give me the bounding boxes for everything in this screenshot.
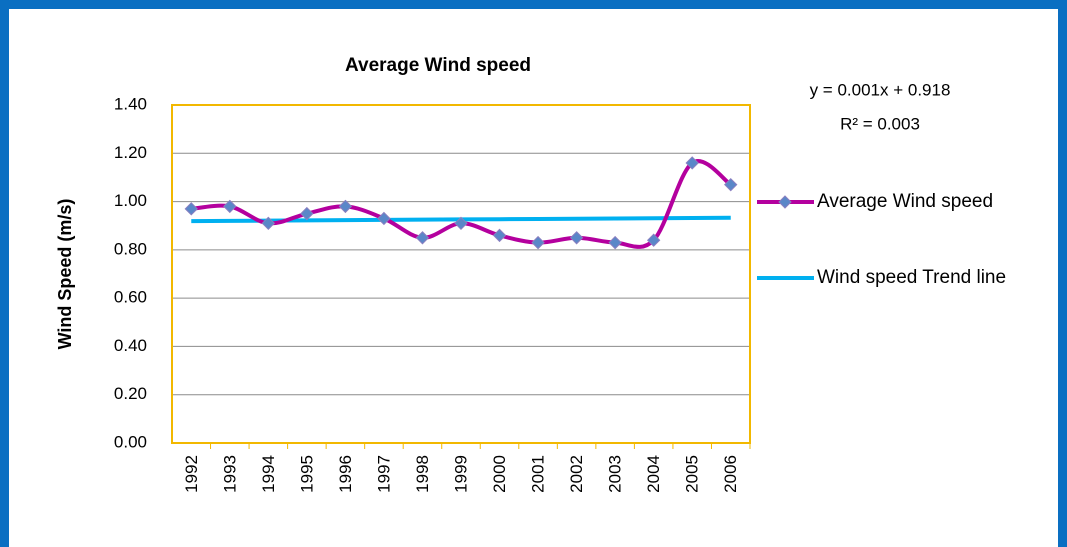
data-marker xyxy=(415,231,430,245)
data-marker xyxy=(724,177,738,192)
y-tick-label: 1.20 xyxy=(114,143,147,162)
data-marker xyxy=(569,231,584,245)
x-tick-label: 1993 xyxy=(220,455,239,493)
data-marker xyxy=(492,228,507,243)
frame-top xyxy=(0,0,1067,9)
r-squared: R² = 0.003 xyxy=(840,114,920,133)
chart-title: Average Wind speed xyxy=(345,55,531,76)
legend-label: Average Wind speed xyxy=(817,191,993,212)
y-tick-label: 0.60 xyxy=(114,288,147,307)
data-marker xyxy=(685,156,699,170)
x-tick-label: 2002 xyxy=(567,455,586,493)
data-marker xyxy=(531,235,545,250)
y-tick-label: 1.00 xyxy=(114,191,147,210)
x-tick-label: 1999 xyxy=(451,455,470,493)
x-tick-label: 2000 xyxy=(490,455,509,493)
y-tick-label: 0.00 xyxy=(114,432,147,451)
x-tick-label: 1996 xyxy=(336,455,355,493)
series-line xyxy=(191,159,732,249)
x-tick-label: 1997 xyxy=(374,455,393,493)
data-marker xyxy=(338,199,353,214)
x-tick-label: 2003 xyxy=(606,455,625,493)
legend-marker xyxy=(778,195,792,209)
legend-label: Wind speed Trend line xyxy=(817,267,1006,288)
frame-right xyxy=(1058,0,1067,547)
data-marker xyxy=(300,206,314,221)
x-tick-label: 1994 xyxy=(259,455,278,493)
x-tick-label: 2006 xyxy=(721,455,740,493)
data-marker xyxy=(454,216,468,231)
x-tick-label: 1998 xyxy=(413,455,432,493)
frame-left xyxy=(0,0,9,547)
x-tick-label: 2004 xyxy=(644,455,663,493)
y-tick-label: 0.40 xyxy=(114,336,147,355)
x-tick-label: 2005 xyxy=(683,455,702,493)
x-tick-label: 2001 xyxy=(529,455,548,493)
data-marker xyxy=(261,216,276,231)
data-marker xyxy=(608,235,622,250)
y-tick-label: 1.40 xyxy=(114,94,147,113)
y-axis-label: Wind Speed (m/s) xyxy=(55,199,75,350)
trend-equation: y = 0.001x + 0.918 xyxy=(810,80,951,99)
y-tick-label: 0.20 xyxy=(114,384,147,403)
data-marker xyxy=(184,202,198,216)
data-marker xyxy=(646,233,661,247)
x-tick-label: 1992 xyxy=(182,455,201,493)
data-marker xyxy=(223,199,237,214)
x-tick-label: 1995 xyxy=(297,455,316,493)
plot-border xyxy=(171,104,751,444)
data-marker xyxy=(377,211,391,226)
y-tick-label: 0.80 xyxy=(114,239,147,258)
